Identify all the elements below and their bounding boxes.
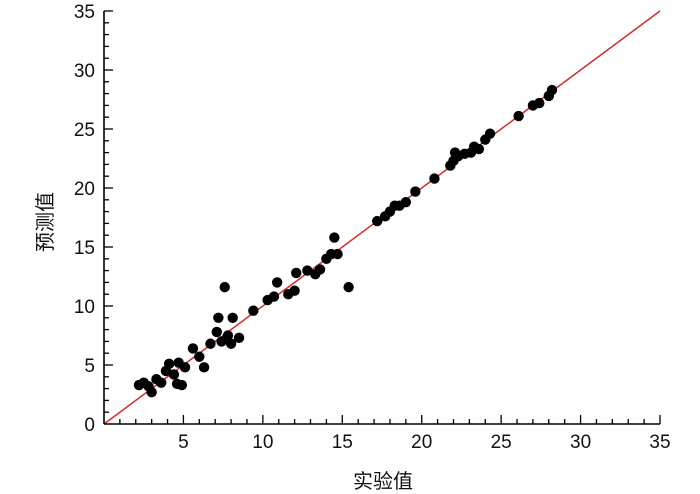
data-point [271, 277, 283, 288]
y-tick-label: 15 [74, 238, 95, 259]
data-point [194, 351, 205, 362]
x-tick-label: 35 [649, 432, 670, 453]
data-point [343, 281, 354, 293]
y-tick-label: 30 [74, 61, 95, 82]
data-point [155, 377, 167, 388]
data-point [268, 291, 280, 302]
data-point [429, 173, 440, 184]
y-tick-label: 20 [74, 179, 95, 200]
data-point [213, 312, 224, 323]
data-point [314, 264, 326, 275]
data-point [168, 369, 180, 380]
data-point [233, 332, 245, 344]
x-tick-label: 10 [252, 432, 273, 453]
data-point [400, 196, 412, 208]
data-point [198, 362, 210, 373]
y-tick-label: 5 [84, 356, 95, 377]
data-point [211, 326, 222, 338]
data-point [372, 215, 383, 227]
x-axis-title: 实验值 [353, 469, 413, 493]
data-point [163, 358, 175, 370]
x-tick-label: 30 [570, 432, 591, 453]
data-point [329, 232, 340, 243]
axes-layer: 5 10 15 20 25 30 35 0 5 10 15 20 25 30 35 [74, 2, 671, 453]
data-point [222, 330, 234, 341]
x-tick-label: 20 [411, 432, 432, 453]
data-point [291, 267, 302, 279]
data-point [534, 97, 545, 109]
y-tick-label: 0 [84, 415, 95, 436]
data-point [227, 312, 238, 323]
y-tick-label: 25 [74, 120, 95, 141]
data-point [187, 343, 199, 354]
y-axis-title: 预测值 [33, 192, 57, 252]
x-tick-label: 25 [491, 432, 512, 453]
data-point [332, 248, 343, 260]
data-points-layer [133, 84, 558, 398]
data-point [176, 379, 188, 391]
x-tick-label: 15 [332, 432, 353, 453]
data-point [179, 362, 191, 373]
data-point [146, 386, 157, 398]
data-point [248, 305, 259, 316]
data-point [513, 110, 524, 122]
data-point [205, 338, 216, 349]
y-tick-label: 10 [74, 297, 95, 318]
data-point [410, 186, 421, 197]
data-point [225, 338, 237, 349]
data-point [484, 128, 496, 139]
data-point [289, 285, 300, 296]
data-point [546, 84, 558, 96]
x-tick-label: 5 [178, 432, 189, 453]
data-point [219, 281, 230, 293]
data-point [302, 265, 313, 276]
y-tick-label: 35 [74, 2, 95, 23]
data-point [473, 143, 485, 155]
